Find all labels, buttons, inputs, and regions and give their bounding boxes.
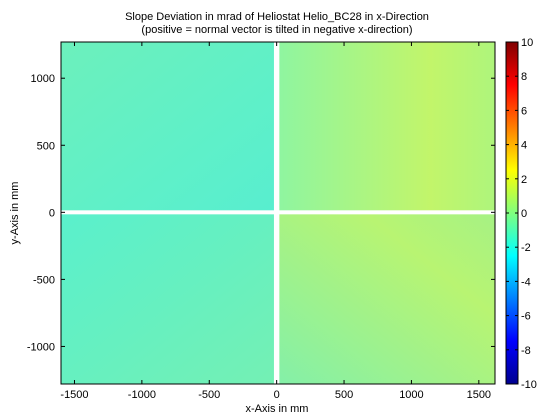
panel-bottom-left: [61, 214, 274, 384]
colorbar-tick-label: 4: [521, 140, 527, 152]
plot-area: [61, 42, 495, 384]
colorbar-ticks: 10 8 6 4 2 0 -2 -4 -6 -8 -10: [506, 37, 537, 391]
colorbar-tick-label: -2: [521, 242, 531, 254]
chart-title: Slope Deviation in mrad of Heliostat Hel…: [125, 11, 429, 23]
x-tick-label: -500: [198, 389, 220, 401]
colorbar-tick-label: 2: [521, 174, 527, 186]
colorbar-tick-label: 6: [521, 105, 527, 117]
y-tick-label: 0: [49, 207, 55, 219]
chart-subtitle: (positive = normal vector is tilted in n…: [141, 24, 412, 36]
x-axis-label: x-Axis in mm: [246, 403, 309, 415]
x-axis-ticks: -1500 -1000 -500 0 500 1000 1500: [60, 42, 491, 401]
y-axis-label: y-Axis in mm: [9, 182, 21, 245]
panel-top-left: [61, 42, 274, 211]
y-tick-label: 1000: [31, 73, 55, 85]
y-tick-label: -500: [33, 274, 55, 286]
x-tick-label: 500: [335, 389, 353, 401]
x-tick-label: 0: [274, 389, 280, 401]
x-tick-label: -1000: [128, 389, 156, 401]
y-axis-ticks: -1000 -500 0 500 1000: [27, 73, 495, 353]
axes-frame: [60, 41, 496, 385]
panel-top-right: [279, 42, 495, 211]
colorbar-tick-label: -6: [521, 311, 531, 323]
colorbar-tick-label: -4: [521, 276, 531, 288]
y-tick-label: -1000: [27, 341, 55, 353]
colorbar-tick-label: -10: [521, 379, 537, 391]
x-tick-label: -1500: [60, 389, 88, 401]
x-tick-label: 1500: [467, 389, 491, 401]
colorbar-tick-label: 8: [521, 71, 527, 83]
colorbar-tick-label: 10: [521, 37, 533, 49]
x-tick-label: 1000: [399, 389, 423, 401]
panel-bottom-right: [279, 214, 495, 384]
colorbar-tick-label: -8: [521, 345, 531, 357]
colorbar-tick-label: 0: [521, 208, 527, 220]
y-tick-label: 500: [37, 140, 55, 152]
